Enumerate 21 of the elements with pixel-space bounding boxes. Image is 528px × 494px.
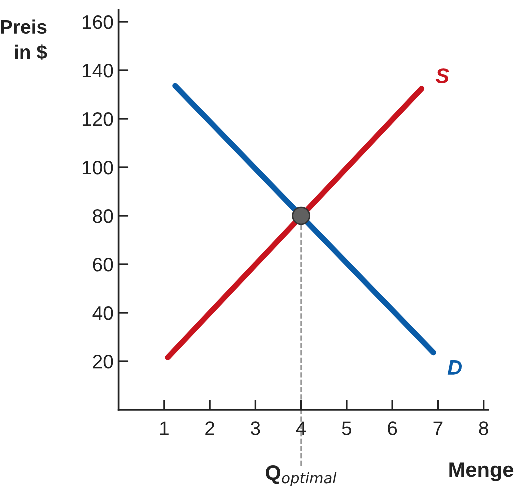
x-tick-label: 5	[342, 422, 352, 436]
x-axis-title: Menge	[450, 462, 514, 482]
x-tick-label: 4	[296, 422, 306, 436]
x-tick-label: 1	[160, 422, 169, 436]
y-tick-label: 160	[82, 15, 114, 30]
x-tick-label: 2	[206, 422, 214, 436]
y-tick-label: 140	[82, 64, 114, 78]
y-axis-title: Preis in $	[1, 20, 48, 60]
y-tick-label: 60	[93, 258, 114, 272]
y-tick-label: 80	[93, 209, 114, 224]
series-label: S	[436, 68, 450, 84]
x-tick-label: 8	[479, 422, 488, 436]
x-tick-label: 7	[434, 422, 443, 436]
series-label: D	[448, 360, 462, 375]
y-tick-label: 100	[82, 160, 114, 175]
x-tick-label: 6	[388, 422, 398, 436]
y-tick-label: 120	[82, 112, 114, 126]
ref-line-label: Q$_{optimal}$	[266, 466, 337, 487]
x-tick-label: 3	[251, 422, 260, 436]
y-tick-label: 20	[93, 354, 114, 369]
y-tick-label: 40	[92, 306, 114, 320]
